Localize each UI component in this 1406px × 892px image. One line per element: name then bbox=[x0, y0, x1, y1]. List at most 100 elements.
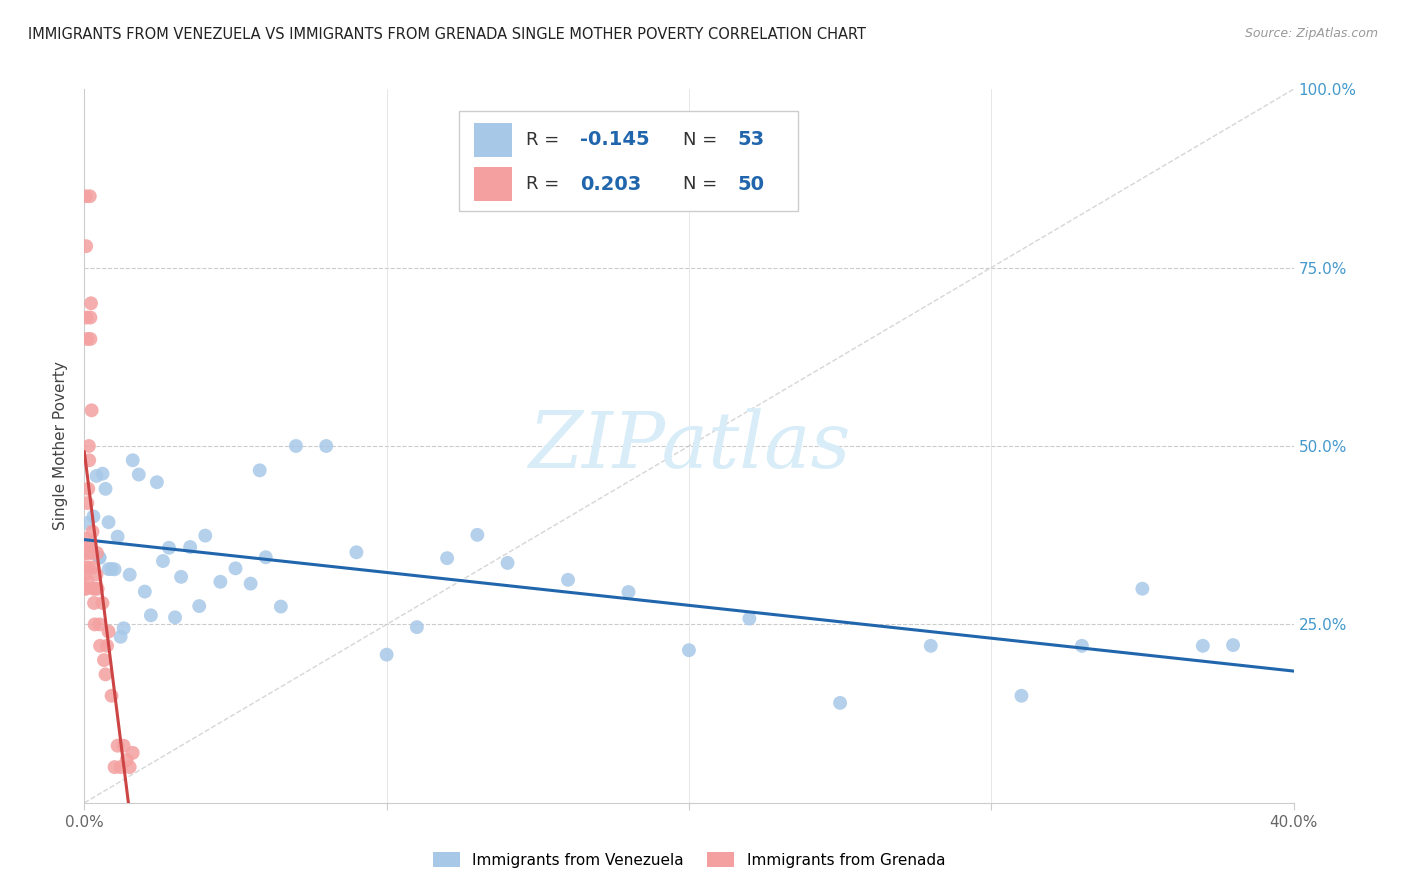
Point bbox=[188, 599, 211, 613]
Point bbox=[194, 528, 217, 542]
Point bbox=[557, 573, 579, 587]
Point bbox=[86, 546, 108, 560]
Point bbox=[225, 561, 247, 575]
Point bbox=[94, 667, 117, 681]
Point bbox=[75, 539, 97, 553]
Point bbox=[79, 189, 101, 203]
Point bbox=[86, 469, 108, 483]
Point bbox=[1071, 639, 1094, 653]
Point bbox=[118, 567, 141, 582]
Point bbox=[152, 554, 174, 568]
Point bbox=[920, 639, 942, 653]
Point bbox=[75, 189, 97, 203]
Point bbox=[346, 545, 368, 559]
Point bbox=[436, 551, 458, 566]
Point bbox=[121, 453, 143, 467]
Point bbox=[315, 439, 337, 453]
Point bbox=[76, 516, 98, 530]
Point bbox=[83, 617, 105, 632]
Bar bbox=[474, 167, 512, 202]
Legend: Immigrants from Venezuela, Immigrants from Grenada: Immigrants from Venezuela, Immigrants fr… bbox=[426, 846, 952, 873]
Point bbox=[254, 550, 277, 565]
Point bbox=[97, 624, 120, 639]
Point bbox=[146, 475, 169, 490]
Point bbox=[77, 453, 100, 467]
Point bbox=[112, 621, 135, 635]
Point bbox=[75, 560, 97, 574]
Point bbox=[86, 582, 108, 596]
Point bbox=[738, 611, 761, 625]
Point bbox=[80, 546, 103, 560]
Point bbox=[406, 620, 429, 634]
Point bbox=[830, 696, 852, 710]
Point bbox=[89, 550, 111, 565]
Point bbox=[76, 546, 98, 560]
Point bbox=[79, 310, 101, 325]
Point bbox=[100, 562, 122, 576]
Point bbox=[77, 539, 100, 553]
Text: IMMIGRANTS FROM VENEZUELA VS IMMIGRANTS FROM GRENADA SINGLE MOTHER POVERTY CORRE: IMMIGRANTS FROM VENEZUELA VS IMMIGRANTS … bbox=[28, 27, 866, 42]
Point bbox=[139, 608, 162, 623]
Point bbox=[678, 643, 700, 657]
Point bbox=[77, 560, 100, 574]
Point bbox=[84, 582, 107, 596]
Point bbox=[91, 467, 114, 481]
Point bbox=[375, 648, 398, 662]
Point bbox=[79, 539, 101, 553]
Point bbox=[128, 467, 150, 482]
Point bbox=[110, 760, 132, 774]
Point bbox=[617, 585, 640, 599]
Point bbox=[76, 496, 98, 510]
Point bbox=[104, 760, 127, 774]
Point bbox=[76, 532, 98, 546]
Point bbox=[157, 541, 180, 555]
Point bbox=[76, 574, 98, 589]
Point bbox=[1011, 689, 1033, 703]
Point bbox=[165, 610, 187, 624]
Point bbox=[115, 753, 138, 767]
Text: R =: R = bbox=[526, 131, 565, 149]
Point bbox=[97, 515, 120, 529]
Point bbox=[285, 439, 308, 453]
Text: Source: ZipAtlas.com: Source: ZipAtlas.com bbox=[1244, 27, 1378, 40]
Point bbox=[107, 739, 129, 753]
Point bbox=[110, 630, 132, 644]
Point bbox=[89, 639, 111, 653]
Point bbox=[75, 582, 97, 596]
Point bbox=[94, 482, 117, 496]
FancyBboxPatch shape bbox=[460, 111, 797, 211]
Text: N =: N = bbox=[683, 131, 723, 149]
Point bbox=[121, 746, 143, 760]
Point bbox=[107, 530, 129, 544]
Text: R =: R = bbox=[526, 175, 565, 193]
Point bbox=[89, 617, 111, 632]
Point bbox=[79, 546, 101, 560]
Point bbox=[79, 332, 101, 346]
Point bbox=[93, 653, 115, 667]
Point bbox=[179, 540, 201, 554]
Point bbox=[75, 546, 97, 560]
Point bbox=[77, 439, 100, 453]
Point bbox=[82, 582, 104, 596]
Point bbox=[134, 584, 156, 599]
Text: ZIPatlas: ZIPatlas bbox=[527, 408, 851, 484]
Point bbox=[89, 550, 111, 565]
Point bbox=[97, 562, 120, 576]
Point bbox=[83, 596, 105, 610]
Point bbox=[467, 528, 489, 542]
Point bbox=[1192, 639, 1215, 653]
Y-axis label: Single Mother Poverty: Single Mother Poverty bbox=[53, 361, 69, 531]
Point bbox=[80, 296, 103, 310]
Text: 53: 53 bbox=[737, 130, 765, 149]
Point bbox=[86, 567, 108, 582]
Point bbox=[496, 556, 519, 570]
Bar bbox=[474, 123, 512, 157]
Text: 50: 50 bbox=[737, 175, 765, 194]
Point bbox=[100, 689, 122, 703]
Point bbox=[77, 482, 100, 496]
Point bbox=[96, 639, 118, 653]
Point bbox=[239, 576, 262, 591]
Text: N =: N = bbox=[683, 175, 723, 193]
Text: 0.203: 0.203 bbox=[581, 175, 641, 194]
Point bbox=[80, 403, 103, 417]
